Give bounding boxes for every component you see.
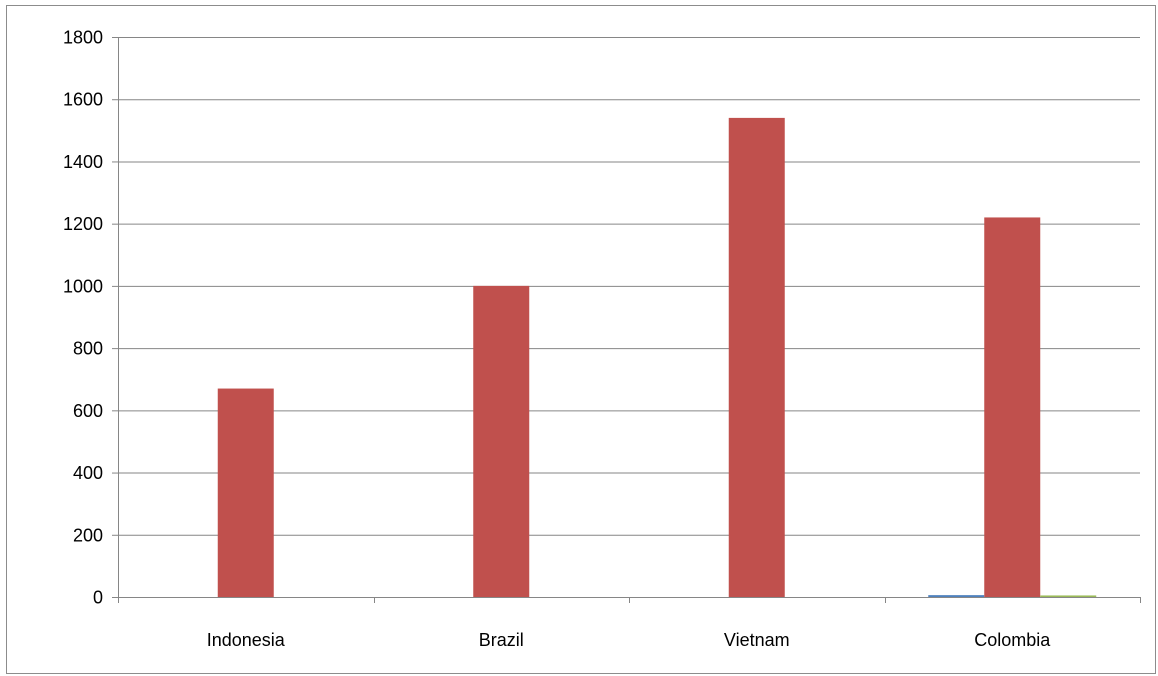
y-tick-label: 200 (73, 525, 103, 545)
gridlines (118, 37, 1140, 536)
tick-labels: 0 200 400 600 800 1000 1200 1400 1600 1800 Indones… (63, 28, 1051, 651)
y-tick-label: 600 (73, 401, 103, 421)
bar-colombia-1 (984, 217, 1041, 597)
y-tick-label: 1000 (63, 276, 103, 296)
x-tick-label: Vietnam (724, 630, 790, 650)
y-tick-label: 1200 (63, 214, 103, 234)
bar-colombia-0 (928, 595, 985, 597)
y-tick-label: 0 (93, 588, 103, 608)
bar-chart: 0 200 400 600 800 1000 1200 1400 1600 1800 Indones… (63, 28, 1141, 651)
chart-frame: 0 200 400 600 800 1000 1200 1400 1600 1800 Indones… (6, 5, 1156, 674)
bars (217, 117, 1097, 597)
bar-colombia-2 (1040, 595, 1097, 597)
bar-vietnam-1 (728, 117, 785, 597)
y-tick-label: 800 (73, 339, 103, 359)
y-tick-label: 1800 (63, 28, 103, 48)
bar-brazil-1 (473, 285, 530, 597)
x-tick-label: Colombia (974, 630, 1051, 650)
bar-indonesia-1 (217, 388, 274, 597)
axes (112, 37, 1141, 603)
y-tick-label: 1400 (63, 152, 103, 172)
y-tick-label: 400 (73, 463, 103, 483)
x-tick-label: Indonesia (207, 630, 286, 650)
x-tick-label: Brazil (479, 630, 524, 650)
y-tick-label: 1600 (63, 90, 103, 110)
